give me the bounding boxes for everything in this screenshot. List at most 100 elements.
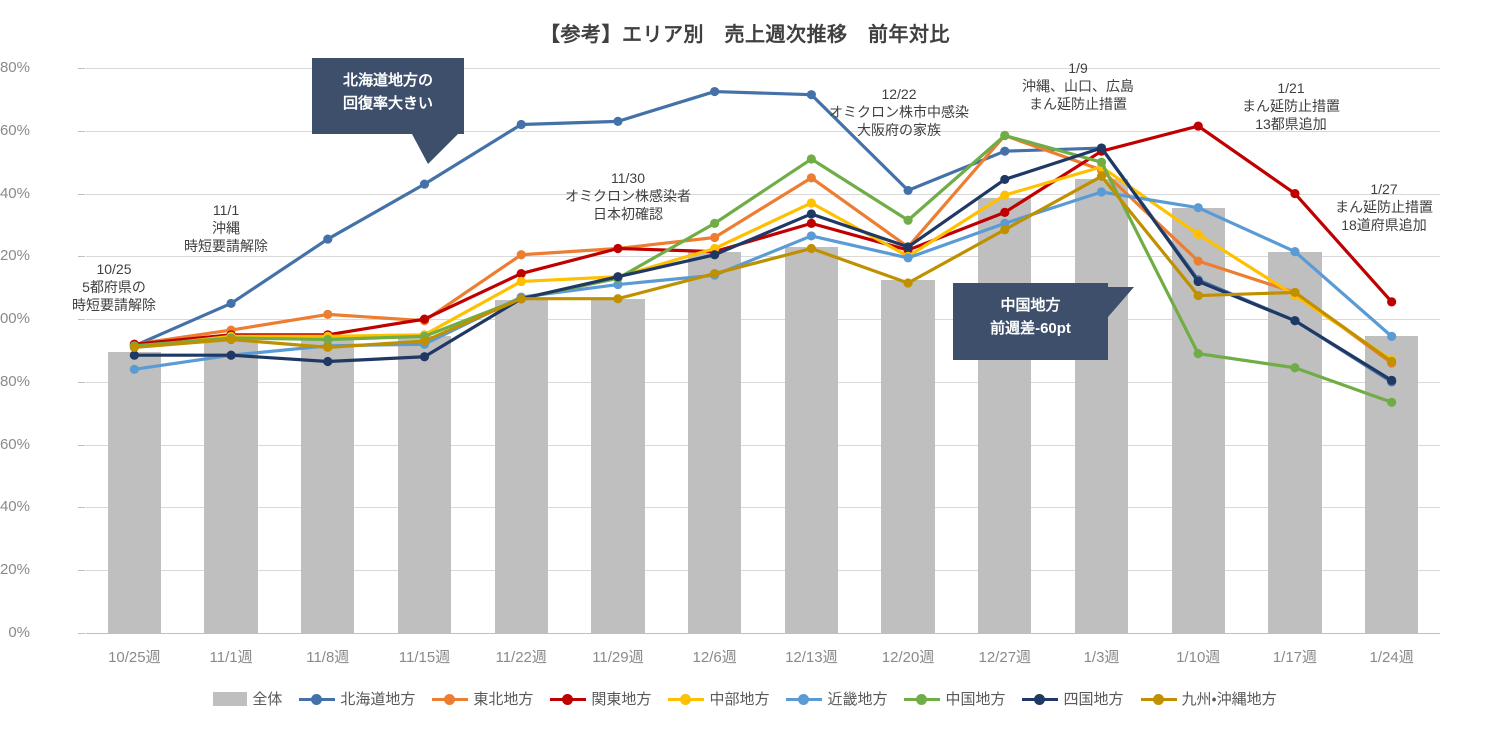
data-point-marker (1290, 287, 1300, 298)
note-1101: 11/1 沖縄 時短要請解除 (184, 202, 268, 256)
data-point-marker (516, 276, 526, 287)
bar-total (204, 339, 258, 633)
line-path (132, 124, 1394, 346)
data-point-marker (226, 334, 236, 345)
legend-item-四国地方[interactable]: 四国地方 (1022, 688, 1124, 709)
data-point-marker (226, 350, 236, 360)
data-point-marker (806, 173, 816, 183)
data-point-marker (710, 86, 720, 97)
legend-marker-dot (798, 693, 810, 705)
annotation-line: 時短要請解除 (184, 237, 268, 254)
callout-hokkaido-tail (412, 134, 458, 164)
x-tick-label: 11/22週 (495, 649, 547, 666)
bar-total (301, 336, 355, 633)
data-point-marker (516, 269, 526, 279)
gridline (86, 507, 1440, 509)
data-point-marker (613, 294, 623, 304)
callout-line: 回復率大きい (342, 94, 433, 112)
annotation-date: 10/25 (96, 261, 132, 277)
x-tick-label: 1/10週 (1176, 649, 1221, 666)
note-0109: 1/9 沖縄、山口、広島 まん延防止措置 (1022, 60, 1134, 114)
y-tick-mark (78, 507, 85, 509)
data-point-marker (806, 218, 816, 228)
legend-swatch-bar-icon (213, 691, 248, 706)
line-series (129, 130, 1397, 407)
bar-total (881, 279, 935, 633)
data-point-marker (710, 218, 720, 228)
callout-chugoku: 中国地方 前週差-60pt (953, 283, 1108, 360)
data-point-marker (903, 185, 913, 196)
legend-item-関東地方[interactable]: 関東地方 (550, 688, 651, 709)
legend-item-北海道地方[interactable]: 北海道地方 (299, 688, 415, 709)
data-point-marker (806, 198, 816, 208)
legend-item-中部地方[interactable]: 中部地方 (668, 688, 769, 709)
data-point-marker (323, 234, 333, 244)
legend-swatch-line-icon (550, 693, 587, 705)
legend-label: 九州・沖縄地方 (1181, 691, 1277, 708)
chart-title: 【参考】エリア別 売上週次推移 前年対比 (540, 24, 950, 46)
callout-chugoku-tail (1108, 287, 1134, 317)
data-point-marker (1290, 188, 1300, 199)
y-tick-label: 80% (0, 372, 30, 390)
y-tick-mark (78, 256, 85, 258)
annotation-line: まん延防止措置 (1029, 95, 1127, 112)
y-tick-mark (78, 130, 85, 132)
data-point-marker (1000, 130, 1010, 141)
chart-legend: 全体 北海道地方 東北地方 関東地方 中部地方 近畿地方 中国地方 四国地方 九州・沖縄地方 (0, 688, 1490, 709)
legend-item-total[interactable]: 全体 (213, 688, 282, 709)
plot-area: 0% 20% 40% 60% 80% 100% 120% 140% 160% 180% 10/25… (0, 59, 1440, 666)
data-point-marker (1096, 171, 1107, 181)
data-point-marker (1193, 121, 1203, 131)
gridline (86, 381, 1440, 383)
data-point-marker (1000, 190, 1010, 200)
legend-label: 中国地方 (945, 691, 1006, 708)
legend-swatch-line-icon (1022, 693, 1059, 705)
annotation-date: 11/30 (611, 170, 645, 186)
legend-marker-dot (1034, 693, 1046, 705)
data-point-marker (903, 278, 913, 288)
annotation-line: 沖縄 (212, 219, 240, 236)
data-point-marker (806, 231, 816, 241)
x-tick-label: 10/25週 (108, 649, 161, 666)
legend-marker-dot (444, 693, 456, 705)
legend-item-東北地方[interactable]: 東北地方 (432, 688, 533, 709)
bar-total (688, 251, 742, 633)
data-point-marker (710, 269, 720, 279)
data-point-marker (419, 352, 430, 362)
gridline (86, 570, 1440, 572)
line-path (132, 133, 1394, 365)
legend-item-九州・沖縄地方[interactable]: 九州・沖縄地方 (1140, 688, 1277, 709)
legend-label: 全体 (252, 691, 283, 708)
gridline (86, 193, 1440, 195)
data-point-marker (1193, 276, 1203, 287)
bar-total (494, 300, 548, 633)
data-point-marker (1290, 247, 1300, 257)
data-point-marker (710, 232, 720, 243)
data-point-marker (1193, 203, 1203, 213)
data-point-marker (1000, 174, 1010, 185)
annotation-line: 時短要請解除 (72, 296, 156, 313)
callout-line: 北海道地方の (342, 72, 433, 89)
line-series (129, 171, 1397, 367)
y-tick-label: 180% (0, 59, 30, 76)
callout-line: 中国地方 (1000, 297, 1061, 314)
y-tick-mark (78, 68, 85, 69)
annotation-date: 12/22 (881, 86, 917, 102)
bar-total (591, 298, 645, 633)
y-tick-label: 0% (8, 624, 30, 641)
data-point-marker (516, 119, 526, 130)
data-point-marker (1387, 356, 1397, 367)
annotation-line: オミクロン株市中感染 (829, 103, 969, 120)
y-tick-label: 160% (0, 121, 30, 139)
data-point-marker (806, 90, 816, 100)
data-point-marker (806, 154, 816, 164)
data-point-marker (1387, 331, 1397, 341)
data-point-marker (1000, 225, 1010, 235)
data-point-marker (806, 243, 816, 254)
note-1222: 12/22 オミクロン株市中感染 大阪府の家族 (829, 86, 969, 140)
legend-item-中国地方[interactable]: 中国地方 (904, 688, 1005, 709)
legend-item-近畿地方[interactable]: 近畿地方 (786, 688, 887, 709)
annotation-line: 沖縄、山口、広島 (1022, 77, 1134, 94)
line-series (129, 130, 1397, 368)
data-point-marker (1096, 157, 1107, 167)
